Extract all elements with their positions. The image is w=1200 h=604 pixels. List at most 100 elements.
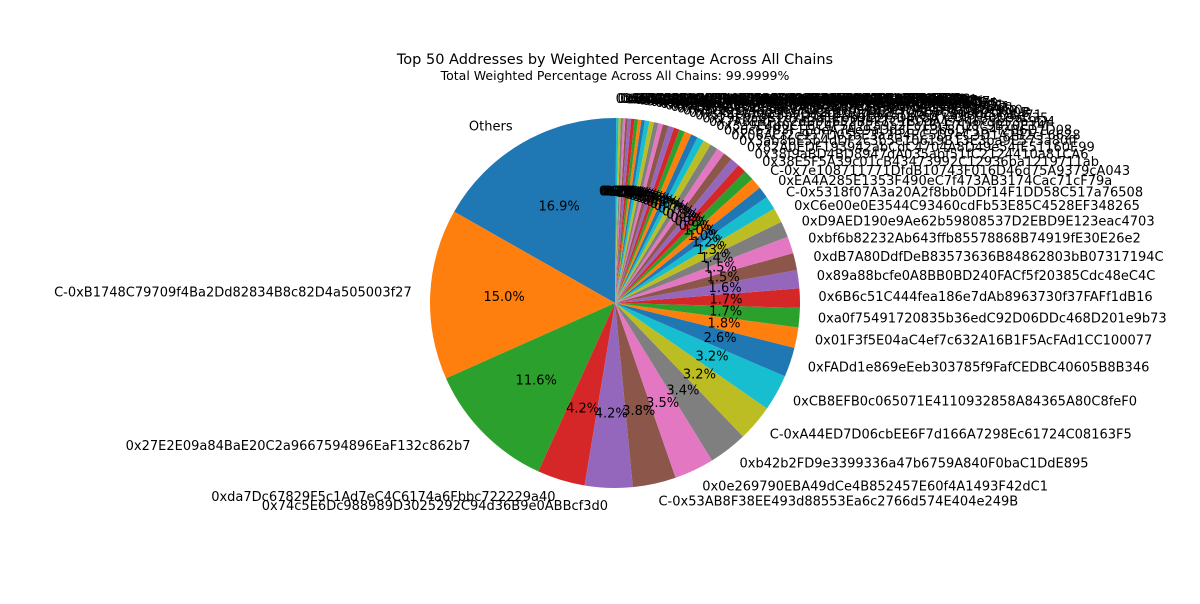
pie-percent-label: 0.6%	[642, 194, 675, 209]
pie-slice-label: 0x3a9E4b0CE6C4F3d7Ea9a2Ec16cE7D8c9B20E14…	[716, 119, 1052, 134]
pie-slice	[430, 211, 615, 379]
pie-percent-label: 0.8%	[675, 215, 708, 230]
pie-slice-label: 0x4D5e6F7a8B9c0D1e2F3a4B5c6D7e8F9a0B1c2D…	[631, 93, 979, 108]
pie-slice	[615, 187, 767, 303]
pie-slice	[615, 118, 626, 304]
pie-slice	[615, 140, 711, 303]
pie-percent-label: 1.5%	[704, 261, 737, 276]
pie-percent-label: 1.3%	[696, 243, 729, 258]
pie-slice-label: 0x8E9f0A1b2C3d4E5f6A7b8C9d0E1f2A3b4C5d6E…	[618, 92, 954, 107]
pie-slice-label: Others	[469, 120, 513, 135]
pie-percent-label: 0.3%	[609, 185, 642, 200]
pie-percent-label: 0.5%	[632, 190, 665, 205]
pie-slice-label: 0x6c65B3F1EdeA7Ae9aDd3E7E3b8DF1a4f2B6D7D…	[724, 124, 1072, 139]
chart-subtitle: Total Weighted Percentage Across All Cha…	[440, 68, 790, 83]
pie-slice-label: 0x7F8a9B0c1D2e3F4a5B6c7D8e9F0a1B2c3D4e5F…	[628, 92, 973, 107]
pie-slice	[615, 236, 794, 303]
pie-slice-label: 0x7E8f9A0b1C2d3E4f5A6b7C8d9E0f1A2b3C4d5E…	[671, 100, 1007, 115]
pie-percent-label: 16.9%	[538, 200, 579, 215]
pie-slice-label: 0xdB7A80DdfDeB83573636B84862803bB0731719…	[813, 250, 1163, 265]
pie-slice-label: 0x8D9e0F1a2B3c4D5e6F7a8B9c0D1e2F3a4B5c6D…	[650, 95, 998, 110]
pie-slice-label: 0x0C1d2E3f4A5b6C7d8E9f0A1b2C3d4E5f6A7b8C…	[655, 96, 996, 111]
pie-percent-label: 0.7%	[658, 202, 691, 217]
pie-slice	[615, 303, 767, 437]
pie-slice	[615, 269, 800, 303]
pie-slice	[615, 127, 680, 304]
pie-percent-label: 0.9%	[679, 219, 712, 234]
pie-slice	[615, 119, 645, 304]
pie-percent-label: 0.3%	[607, 185, 640, 200]
pie-percent-label: 0.8%	[666, 207, 699, 222]
pie-slice	[446, 303, 615, 472]
pie-slice-label: 0x3F4a5B6c7D8e9F0a1B2c3D4e5F6a7B8c9D0e1F…	[616, 92, 961, 107]
pie-percent-label: 0.1%	[599, 185, 632, 200]
pie-percent-label: 3.5%	[646, 396, 679, 411]
pie-slice-label: 0x5F4E6A8c3b2D1e0F9a7B6c5D4e3F2a1B0c9D8e…	[695, 109, 1042, 124]
pie-slice-label: 0x2A3b4C5d6E7f8A9b0C1d2E3f4A5b6C7d8E9f0A…	[625, 92, 965, 107]
pie-slice	[615, 148, 725, 303]
pie-slice-label: 0x9B0c1D2e3F4a5B6c7D8e9F0a1B2c3D4e5F6a7B…	[638, 93, 984, 108]
pie-slice	[615, 118, 621, 303]
pie-percent-label: 2.6%	[704, 331, 737, 346]
pie-slice	[615, 120, 650, 304]
pie-slice	[615, 118, 628, 303]
pie-percent-label: 0.7%	[654, 199, 687, 214]
pie-slice-labels: Others C-0xB1748C79709f4Ba2Dd82834B8c82D4…	[54, 92, 1167, 514]
pie-slice	[615, 303, 713, 478]
pie-slice	[615, 117, 617, 303]
pie-slice	[615, 118, 624, 303]
pie-slice	[615, 221, 788, 303]
pie-slice	[615, 118, 619, 303]
pie-percent-label: 0.2%	[601, 185, 634, 200]
pie-slice-label: 0xFADd1e869eEeb303785f9FafCEDBC40605B8B3…	[808, 361, 1150, 376]
pie-percent-label: 3.2%	[696, 349, 729, 364]
pie-percent-label: 0.6%	[650, 197, 683, 212]
pie-slice-label: 0xa0f75491720835b36edC92D06DDc468D201e9b…	[818, 312, 1167, 327]
pie-percent-label: 0.4%	[623, 187, 656, 202]
pie-slice	[615, 118, 635, 304]
pie-slice-label: C-0xB1748C79709f4Ba2Dd82834B8c82D4a50500…	[54, 286, 412, 301]
pie-percent-label: 1.6%	[709, 281, 742, 296]
pie-slice	[615, 303, 676, 488]
pie-slice	[615, 118, 632, 303]
pie-slice-label: 0x89a88bcfe0A8BB0BD240FACf5f20385Cdc48eC…	[817, 269, 1156, 284]
pie-slice	[615, 125, 674, 304]
pie-slice	[615, 178, 760, 303]
pie-slice	[615, 134, 698, 303]
pie-slice	[615, 253, 798, 303]
pie-percent-label: 1.4%	[700, 251, 733, 266]
pie-percent-label: 1.0%	[687, 229, 720, 244]
pie-slice	[615, 303, 785, 409]
pie-slice	[615, 124, 669, 303]
pie-percent-label: 0.2%	[604, 185, 637, 200]
pie-percent-label: 3.2%	[683, 368, 716, 383]
pie-slice-label: 0x6F7a8B9c0D1e2F3a4B5c6D7e8F9a0B1c2D3e4F…	[660, 97, 1005, 112]
pie-percent-label: 0.2%	[603, 185, 636, 200]
pie-slice-label: 0x6B6c51C444fea186e7dAb8963730f37FAFf1dB…	[818, 290, 1152, 305]
pie-percent-labels: 16.9%15.0%11.6%4.2%4.2%3.8%3.5%3.4%3.2%3…	[483, 185, 742, 422]
pie-slice	[615, 123, 663, 304]
pie-slice	[538, 303, 615, 486]
pie-slice	[584, 303, 633, 489]
pie-slice-label: 0x1D2e3F4a5B6c7D8e9F0a1B2c3D4e5F6a7B8c9D…	[683, 104, 1031, 119]
pie-slice-label: 0x7A6E4F1c2dB0E6E2B9F7C1B0dA17c46c5eF3a9…	[709, 115, 1055, 130]
pie-slice	[615, 288, 800, 308]
pie-percent-label: 1.2%	[692, 235, 725, 250]
pie-slice	[615, 153, 732, 303]
pie-slice-label: C-0x7e108711771DfdB10743F016D46d75A9379c…	[770, 164, 1130, 179]
pie-slice-label: 0x3ab8bE5b4dDF2c3b5e10619B13E3ba9E573a80…	[739, 134, 1078, 149]
pie-percent-label: 0.3%	[613, 186, 646, 201]
pie-percent-label: 0.5%	[636, 191, 669, 206]
pie-slice-label: 0xb42b2FD9e3399336a47b6759A840F0baC1DdE8…	[739, 456, 1088, 471]
pie-percent-label: 1.8%	[708, 316, 741, 331]
pie-slice	[615, 165, 746, 303]
pie-percent-label: 0.4%	[621, 187, 654, 202]
pie-percent-label: 0.8%	[670, 211, 703, 226]
pie-percent-label: 0.3%	[615, 186, 648, 201]
pie-slice	[615, 303, 800, 328]
pie-slice-label: 0xbf6b82232Ab643ffb85578868B74919fE30E26…	[808, 232, 1141, 247]
pie-slice-label: C-0xA44ED7D06cbEE6F7d166A7298Ec61724C081…	[770, 428, 1132, 443]
pie-slice-label: 0xD9AED190e9Ae62b59808537D2EBD9E123eac47…	[802, 214, 1155, 229]
